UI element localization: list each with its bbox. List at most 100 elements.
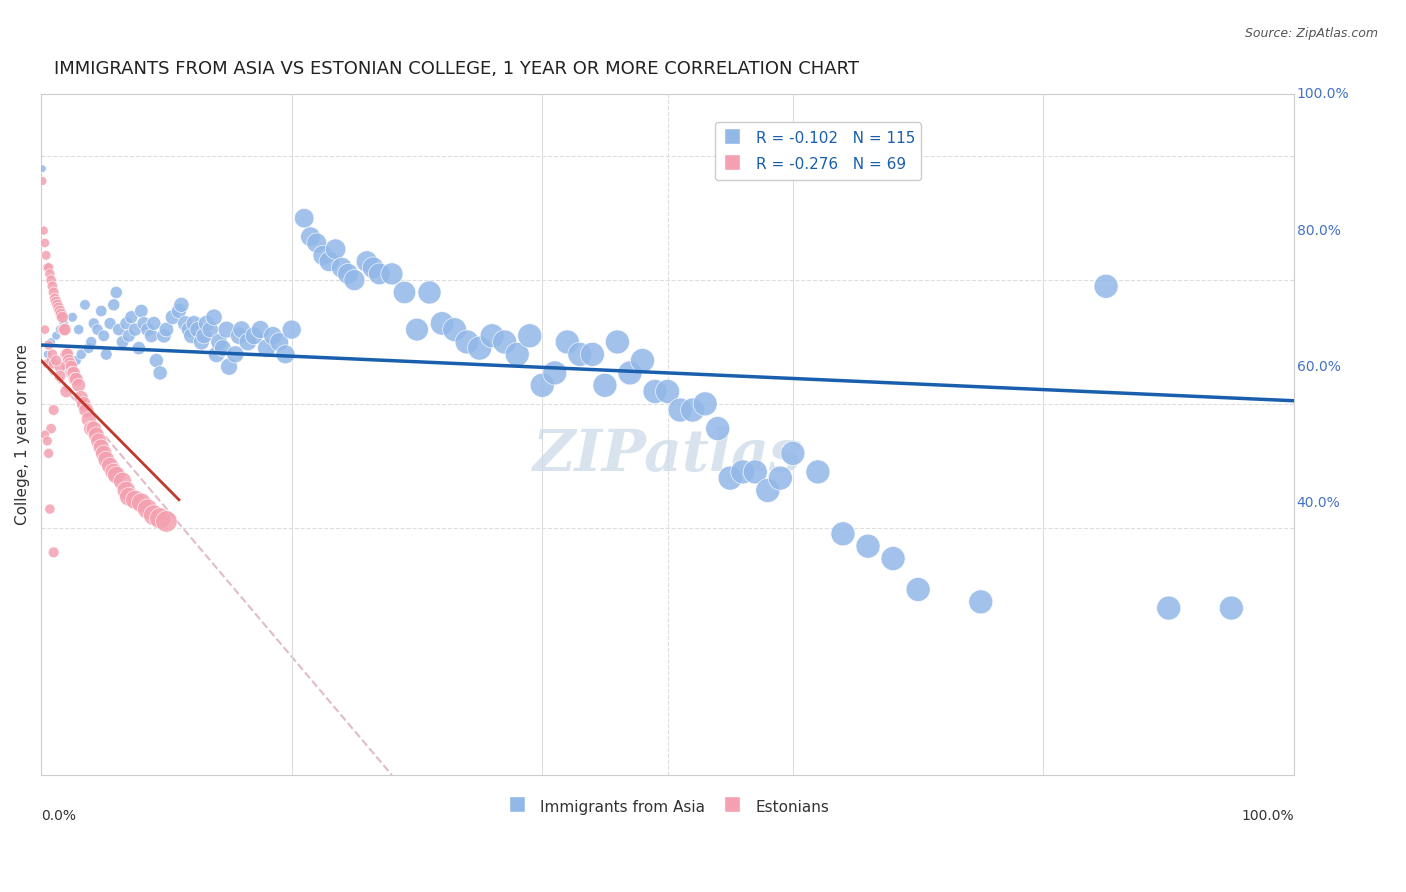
Point bbox=[62, 366, 84, 380]
Point bbox=[356, 254, 378, 268]
Point bbox=[187, 322, 209, 336]
Text: 80.0%: 80.0% bbox=[1296, 224, 1340, 237]
Point bbox=[155, 322, 177, 336]
Point bbox=[132, 317, 155, 331]
Point bbox=[73, 298, 96, 312]
Point bbox=[70, 347, 93, 361]
Point bbox=[325, 242, 347, 256]
Point bbox=[274, 347, 297, 361]
Point bbox=[52, 317, 75, 331]
Point bbox=[96, 347, 118, 361]
Point bbox=[706, 421, 728, 435]
Point bbox=[83, 317, 105, 331]
Point bbox=[231, 322, 253, 336]
Point bbox=[131, 496, 153, 510]
Point bbox=[145, 353, 167, 368]
Point bbox=[58, 366, 80, 380]
Point bbox=[606, 334, 628, 349]
Point bbox=[38, 446, 60, 460]
Point bbox=[52, 322, 75, 336]
Text: 100.0%: 100.0% bbox=[1241, 809, 1294, 823]
Point bbox=[83, 421, 105, 435]
Point bbox=[506, 347, 529, 361]
Point bbox=[90, 440, 112, 454]
Point bbox=[262, 328, 284, 343]
Point bbox=[90, 304, 112, 318]
Point bbox=[756, 483, 779, 498]
Point bbox=[312, 248, 335, 262]
Point bbox=[73, 397, 96, 411]
Point bbox=[142, 317, 165, 331]
Point bbox=[84, 427, 107, 442]
Text: ZIPatlas: ZIPatlas bbox=[533, 427, 803, 483]
Point bbox=[41, 347, 63, 361]
Point bbox=[170, 298, 193, 312]
Point bbox=[141, 328, 163, 343]
Point bbox=[215, 322, 238, 336]
Point bbox=[299, 229, 322, 244]
Point bbox=[39, 334, 62, 349]
Point bbox=[80, 421, 103, 435]
Point bbox=[1157, 601, 1180, 615]
Point bbox=[131, 304, 153, 318]
Point bbox=[174, 317, 197, 331]
Text: 100.0%: 100.0% bbox=[1296, 87, 1350, 102]
Text: IMMIGRANTS FROM ASIA VS ESTONIAN COLLEGE, 1 YEAR OR MORE CORRELATION CHART: IMMIGRANTS FROM ASIA VS ESTONIAN COLLEGE… bbox=[53, 60, 859, 78]
Point bbox=[832, 526, 855, 541]
Point bbox=[481, 328, 503, 343]
Point bbox=[236, 334, 259, 349]
Point bbox=[35, 248, 58, 262]
Point bbox=[183, 317, 205, 331]
Point bbox=[31, 174, 53, 188]
Point bbox=[34, 322, 56, 336]
Point bbox=[77, 412, 100, 426]
Point bbox=[59, 357, 82, 371]
Point bbox=[65, 353, 87, 368]
Point bbox=[115, 317, 138, 331]
Point bbox=[93, 446, 115, 460]
Point bbox=[65, 372, 87, 386]
Point bbox=[39, 353, 62, 368]
Point bbox=[49, 322, 72, 336]
Point bbox=[593, 378, 616, 392]
Point bbox=[49, 369, 72, 384]
Point bbox=[103, 465, 125, 479]
Point bbox=[105, 285, 128, 300]
Point bbox=[142, 508, 165, 523]
Point bbox=[149, 366, 172, 380]
Point bbox=[67, 378, 90, 392]
Point bbox=[782, 446, 804, 460]
Text: 0.0%: 0.0% bbox=[41, 809, 76, 823]
Point bbox=[195, 317, 218, 331]
Point bbox=[544, 366, 567, 380]
Point bbox=[907, 582, 929, 597]
Point bbox=[456, 334, 478, 349]
Point bbox=[136, 322, 159, 336]
Point bbox=[60, 359, 83, 374]
Point bbox=[42, 545, 65, 559]
Point bbox=[105, 468, 128, 483]
Point bbox=[115, 483, 138, 498]
Point bbox=[619, 366, 641, 380]
Point bbox=[200, 322, 222, 336]
Point bbox=[80, 334, 103, 349]
Point bbox=[98, 317, 121, 331]
Point bbox=[631, 353, 654, 368]
Point bbox=[167, 304, 190, 318]
Point bbox=[39, 421, 62, 435]
Point bbox=[211, 341, 233, 355]
Point bbox=[193, 328, 215, 343]
Point bbox=[37, 347, 59, 361]
Point bbox=[695, 397, 717, 411]
Point bbox=[53, 322, 76, 336]
Point bbox=[657, 384, 679, 399]
Point bbox=[430, 317, 453, 331]
Point bbox=[49, 307, 72, 321]
Point bbox=[468, 341, 491, 355]
Point bbox=[124, 492, 146, 507]
Point bbox=[406, 322, 429, 336]
Point bbox=[568, 347, 591, 361]
Point bbox=[330, 260, 353, 275]
Point bbox=[48, 301, 70, 315]
Point bbox=[38, 338, 60, 352]
